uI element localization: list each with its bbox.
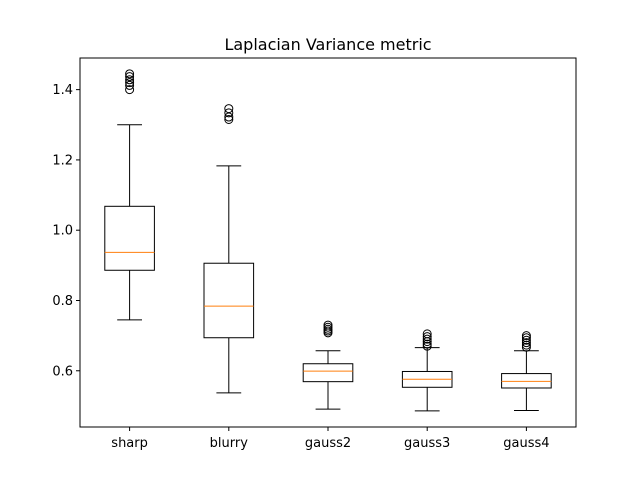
outlier-point	[224, 108, 234, 118]
outlier-point	[422, 339, 432, 349]
box-series	[104, 69, 552, 412]
axis-ticks: 0.6 0.8 1.0 1.2 1.4 sharp blurry gauss2 gauss3 ga…	[52, 83, 549, 451]
outlier-point	[125, 85, 135, 95]
iqr-box	[203, 262, 255, 339]
outlier-point	[323, 320, 333, 330]
outlier-point	[521, 340, 531, 350]
box-group-sharp	[104, 69, 155, 321]
outlier-point	[521, 338, 531, 348]
outlier-point	[323, 324, 333, 334]
iqr-box	[501, 373, 552, 389]
x-tick-label: gauss4	[503, 436, 549, 451]
y-tick-label: 1.0	[52, 224, 73, 239]
box-group-gauss4	[501, 331, 552, 411]
outlier-point	[521, 342, 531, 352]
plot-area-frame	[79, 57, 577, 428]
x-tick-label: gauss3	[404, 436, 450, 451]
y-tick-label: 0.8	[52, 294, 73, 309]
outlier-point	[125, 75, 135, 85]
outlier-point	[323, 322, 333, 332]
chart-title: Laplacian Variance metric	[224, 35, 431, 54]
outlier-point	[422, 334, 432, 344]
outlier-point	[224, 104, 234, 114]
box-group-gauss2	[302, 320, 354, 410]
outlier-point	[125, 80, 135, 90]
x-tick-label: gauss2	[305, 436, 351, 451]
iqr-box	[104, 205, 155, 271]
outlier-point	[125, 72, 135, 82]
outlier-point	[521, 333, 531, 343]
x-tick-label: sharp	[111, 436, 148, 451]
iqr-box	[302, 363, 354, 383]
outlier-point	[422, 341, 432, 351]
outlier-point	[422, 329, 432, 339]
y-tick-label: 1.2	[52, 153, 73, 168]
box-group-blurry	[203, 104, 255, 394]
outlier-point	[125, 69, 135, 79]
x-tick-label: blurry	[210, 436, 249, 451]
outlier-point	[224, 115, 234, 124]
outlier-point	[521, 335, 531, 345]
y-tick-label: 1.4	[52, 83, 73, 98]
outlier-point	[521, 331, 531, 341]
box-group-gauss3	[401, 329, 453, 412]
outlier-point	[125, 78, 135, 88]
y-tick-label: 0.6	[52, 364, 73, 379]
outlier-point	[422, 332, 432, 342]
